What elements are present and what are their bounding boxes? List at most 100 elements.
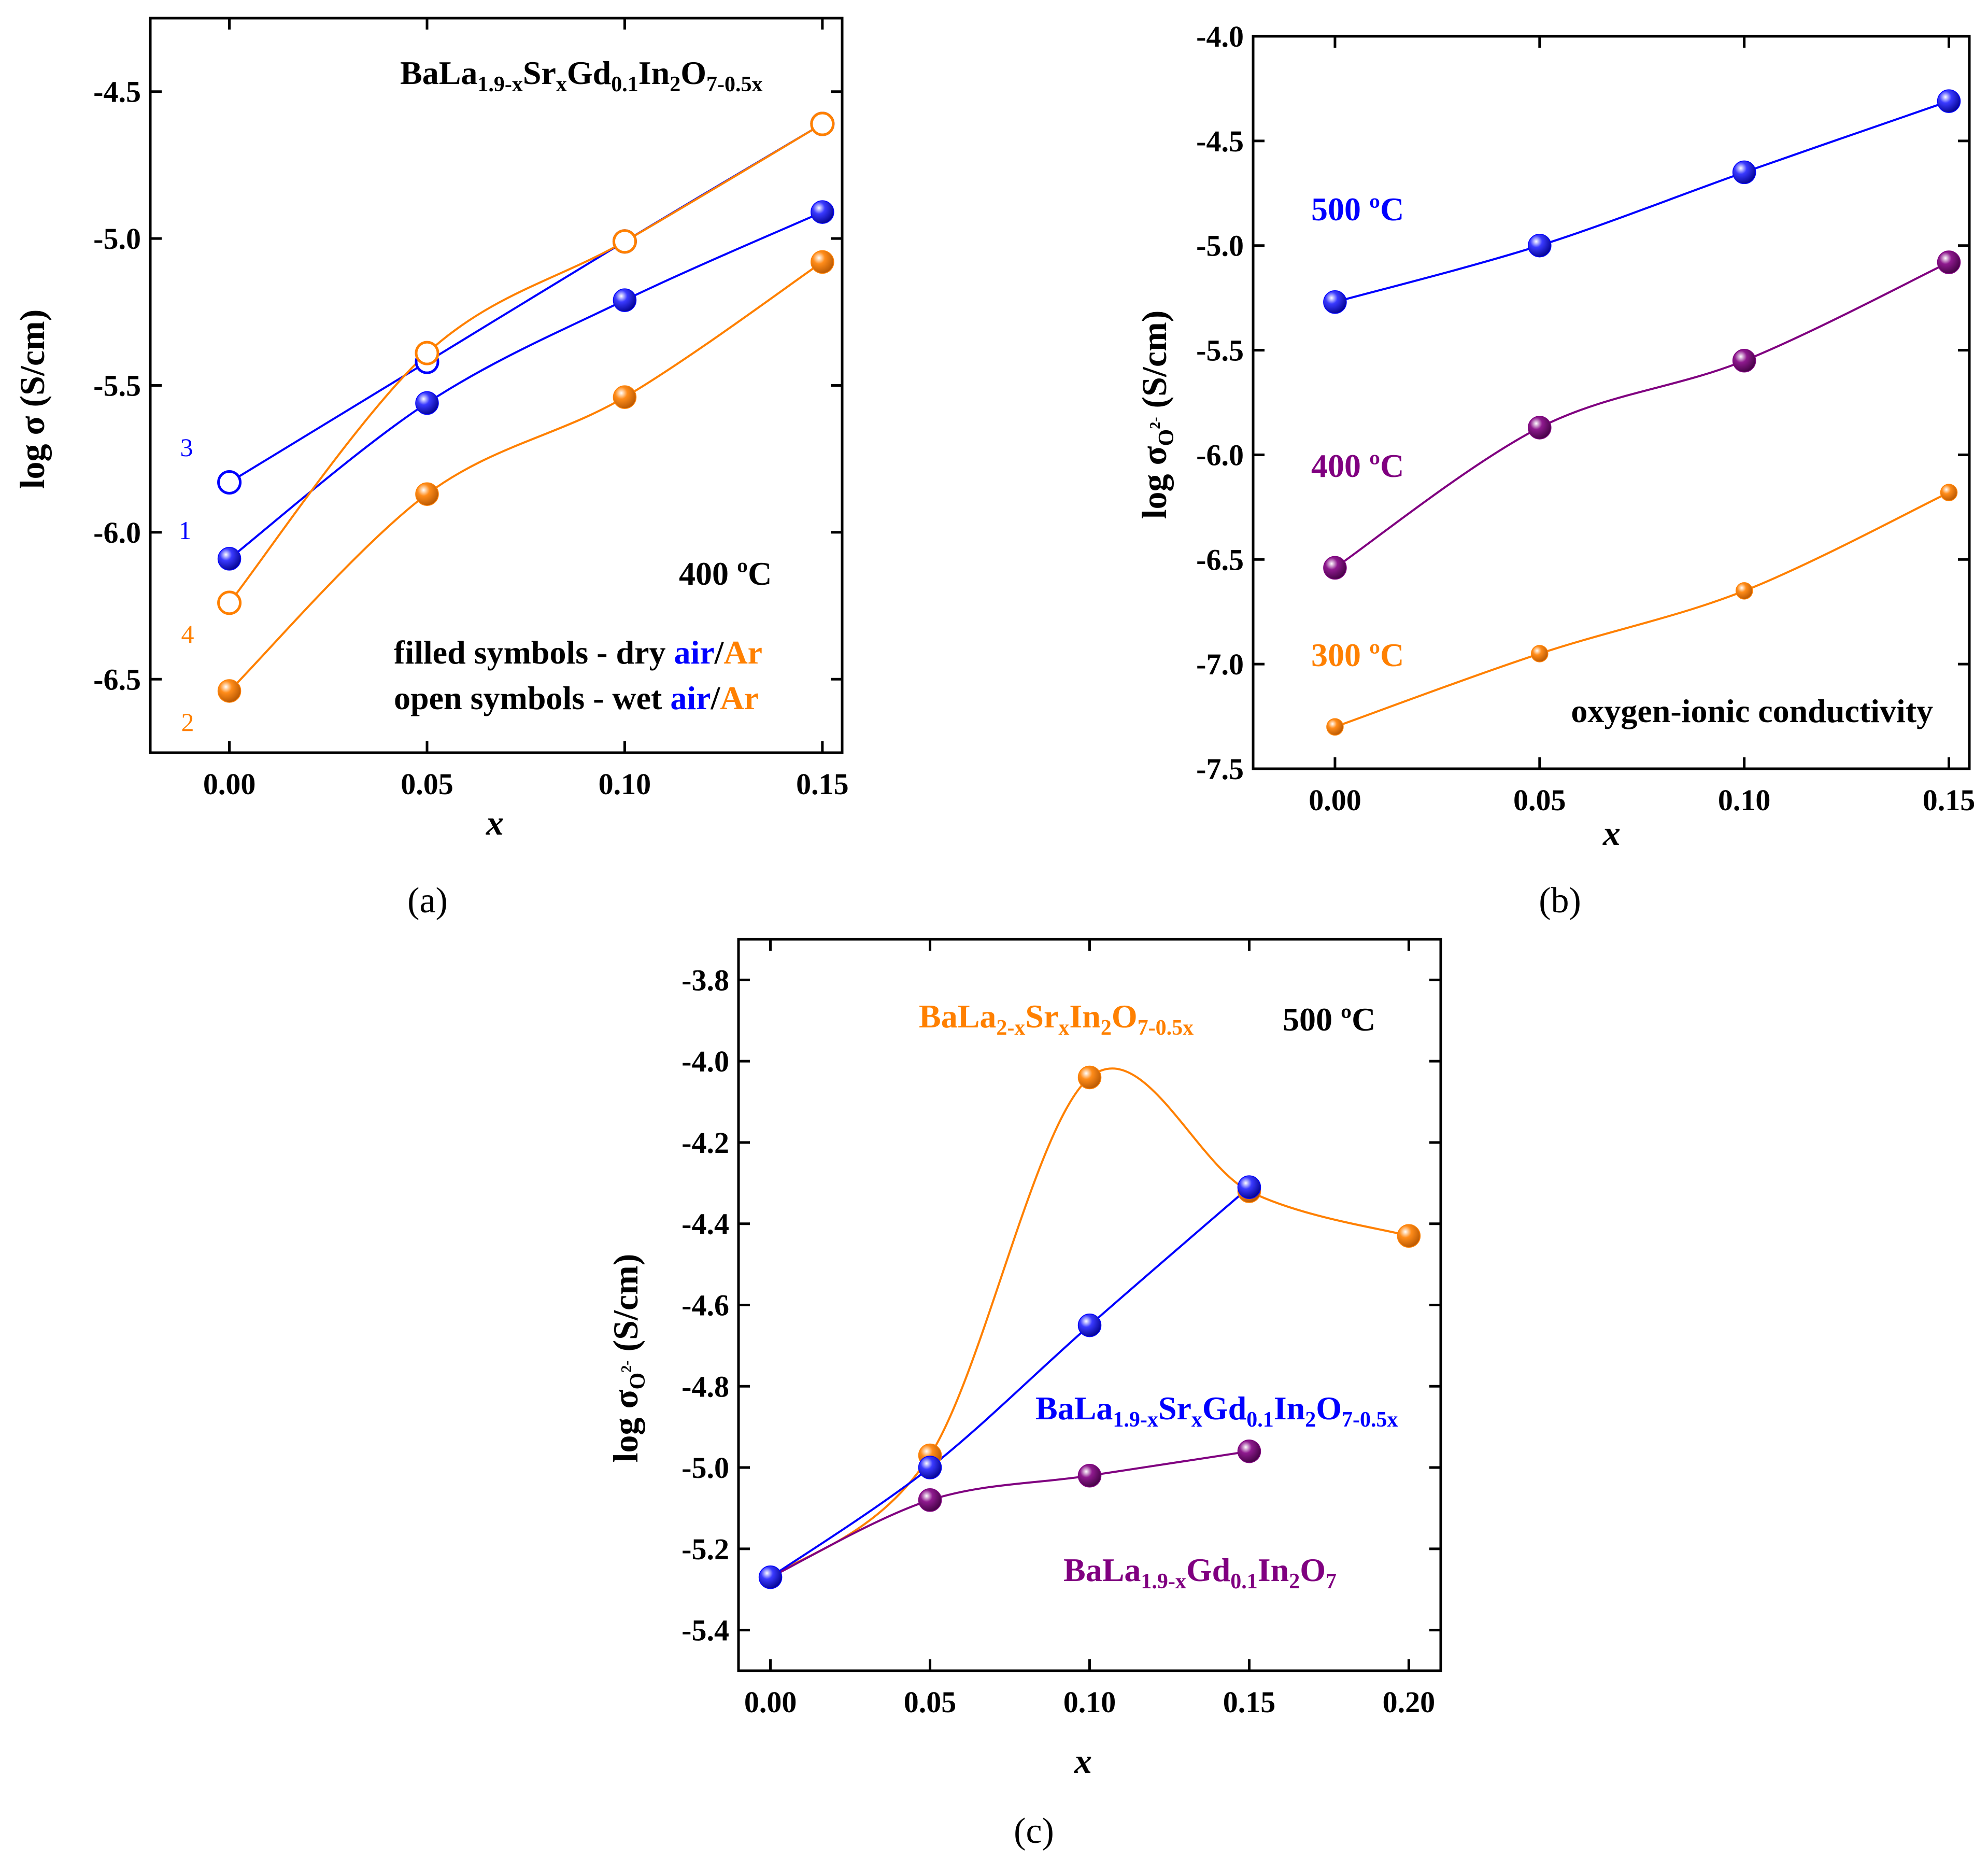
- panel-a-xlabel: x: [486, 803, 504, 842]
- panel-label-a: (a): [407, 881, 448, 921]
- x-tick-label: 0.20: [1383, 1685, 1436, 1719]
- panel-c-formula-purple: BaLa1.9-xGd0.1In2O7: [1063, 1551, 1337, 1593]
- panel-a-temperature: 400 ºC: [679, 555, 772, 592]
- data-point: [811, 250, 834, 274]
- y-tick-label: -4.5: [93, 75, 141, 109]
- x-tick-label: 0.10: [1063, 1685, 1116, 1719]
- y-tick-label: -6.0: [93, 516, 141, 549]
- x-tick-label: 0.05: [1513, 783, 1566, 817]
- panel-c-ticks: 0.00 0.05 0.10 0.15 0.20 -5.4 -5.2 -5.0 -4.8 -4.6…: [681, 939, 1441, 1719]
- panel-c-curves: [770, 1067, 1409, 1578]
- curve-number-3: 3: [180, 433, 193, 462]
- y-tick-label: -4.2: [681, 1126, 729, 1160]
- y-tick-label: -4.8: [681, 1370, 729, 1403]
- panel-b: 0.00 0.05 0.10 0.15 -7.5 -7.0 -6.5 -6.0 -5.5 -5.0…: [1134, 20, 1975, 921]
- panel-c-temperature: 500 ºC: [1283, 1001, 1375, 1038]
- data-point: [217, 590, 242, 615]
- panel-a-formula: BaLa1.9-xSrxGd0.1In2O7-0.5x: [400, 54, 763, 96]
- y-tick-label: -5.2: [681, 1532, 729, 1566]
- panel-b-xlabel: x: [1602, 813, 1621, 853]
- data-point: [217, 547, 242, 571]
- y-tick-label: -5.0: [93, 222, 141, 256]
- series-line: [770, 1067, 1409, 1578]
- panel-a-legend-open: open symbols - wet air/Ar: [394, 680, 759, 716]
- data-point: [1397, 1224, 1421, 1248]
- panel-label-b: (b): [1539, 881, 1581, 921]
- data-point: [1077, 1065, 1102, 1090]
- y-tick-label: -4.5: [1196, 124, 1244, 158]
- data-point: [811, 200, 834, 224]
- panel-c-xlabel: x: [1074, 1741, 1092, 1781]
- panel-c-points: [758, 1065, 1421, 1589]
- x-tick-label: 0.10: [1718, 783, 1771, 817]
- series-line: [229, 211, 823, 560]
- curve-number-2: 2: [181, 708, 194, 737]
- series-line: [770, 1450, 1249, 1578]
- y-tick-label: -5.0: [1196, 229, 1244, 263]
- series-line: [229, 261, 823, 692]
- x-tick-label: 0.00: [203, 767, 256, 801]
- y-tick-label: -6.5: [1196, 543, 1244, 576]
- y-tick-label: -7.0: [1196, 647, 1244, 681]
- data-point: [415, 341, 439, 365]
- panel-a-ylabel: log σ (S/cm): [12, 309, 52, 489]
- data-point: [918, 1488, 942, 1512]
- panel-c-ylabel: log σO2- (S/cm): [606, 1254, 650, 1463]
- panel-a-curves: [229, 123, 823, 692]
- x-tick-label: 0.15: [1223, 1685, 1276, 1719]
- data-point: [1528, 233, 1552, 258]
- series-line: [1334, 491, 1950, 728]
- data-point: [415, 482, 439, 506]
- data-point: [1237, 1175, 1261, 1199]
- panel-a-legend-filled: filled symbols - dry air/Ar: [394, 634, 762, 671]
- x-tick-label: 0.10: [599, 767, 651, 801]
- panel-b-frame: [1252, 35, 1971, 770]
- panel-a-points: [217, 111, 835, 703]
- x-tick-label: 0.05: [401, 767, 453, 801]
- data-point: [613, 288, 637, 312]
- data-point: [613, 385, 637, 409]
- data-point: [1323, 290, 1347, 314]
- series-line: [770, 1186, 1250, 1578]
- curve-number-4: 4: [181, 619, 194, 648]
- data-point: [415, 391, 439, 415]
- panel-b-points: [1323, 89, 1961, 736]
- y-tick-label: -5.5: [1196, 334, 1244, 368]
- data-point: [918, 1456, 942, 1479]
- y-tick-label: -4.0: [1196, 20, 1244, 53]
- panel-a-frame: [149, 17, 844, 754]
- panel-b-note: oxygen-ionic conductivity: [1571, 693, 1933, 729]
- data-point: [1323, 556, 1347, 580]
- data-point: [1732, 160, 1756, 185]
- data-point: [1937, 89, 1961, 113]
- panel-label-c: (c): [1014, 1811, 1054, 1851]
- panel-b-temp-300: 300 ºC: [1311, 637, 1404, 673]
- data-point: [758, 1565, 783, 1589]
- panel-c: 0.00 0.05 0.10 0.15 0.20 -5.4 -5.2 -5.0 -4.8 -4.6…: [606, 938, 1442, 1851]
- y-tick-label: -4.4: [681, 1207, 729, 1241]
- series-line: [1334, 261, 1950, 569]
- y-tick-label: -6.0: [1196, 438, 1244, 472]
- data-point: [612, 229, 637, 254]
- panel-b-ticks: 0.00 0.05 0.10 0.15 -7.5 -7.0 -6.5 -6.0 -5.5 -5.0…: [1196, 20, 1975, 817]
- x-tick-label: 0.05: [904, 1685, 957, 1719]
- data-point: [217, 679, 242, 703]
- panel-a-ticks: 0.00 0.05 0.10 0.15 -6.5 -6.0 -5.5 -5.0 -4.5: [93, 18, 849, 801]
- panel-b-curves: [1334, 100, 1950, 728]
- y-tick-label: -3.8: [681, 963, 729, 997]
- series-line: [1334, 100, 1950, 303]
- y-tick-label: -6.5: [93, 662, 141, 696]
- y-tick-label: -5.5: [93, 369, 141, 403]
- data-point: [810, 111, 835, 136]
- y-tick-label: -4.0: [681, 1045, 729, 1078]
- data-point: [1531, 645, 1549, 662]
- panel-c-frame: [737, 938, 1442, 1672]
- series-line: [229, 123, 823, 604]
- panel-c-formula-blue: BaLa1.9-xSrxGd0.1In2O7-0.5x: [1035, 1390, 1398, 1432]
- x-tick-label: 0.00: [1309, 783, 1361, 817]
- data-point: [1528, 416, 1552, 440]
- panel-b-ylabel: log σO2- (S/cm): [1134, 311, 1178, 519]
- x-tick-label: 0.15: [796, 767, 849, 801]
- panel-c-formula-orange: BaLa2-xSrxIn2O7-0.5x: [919, 998, 1194, 1040]
